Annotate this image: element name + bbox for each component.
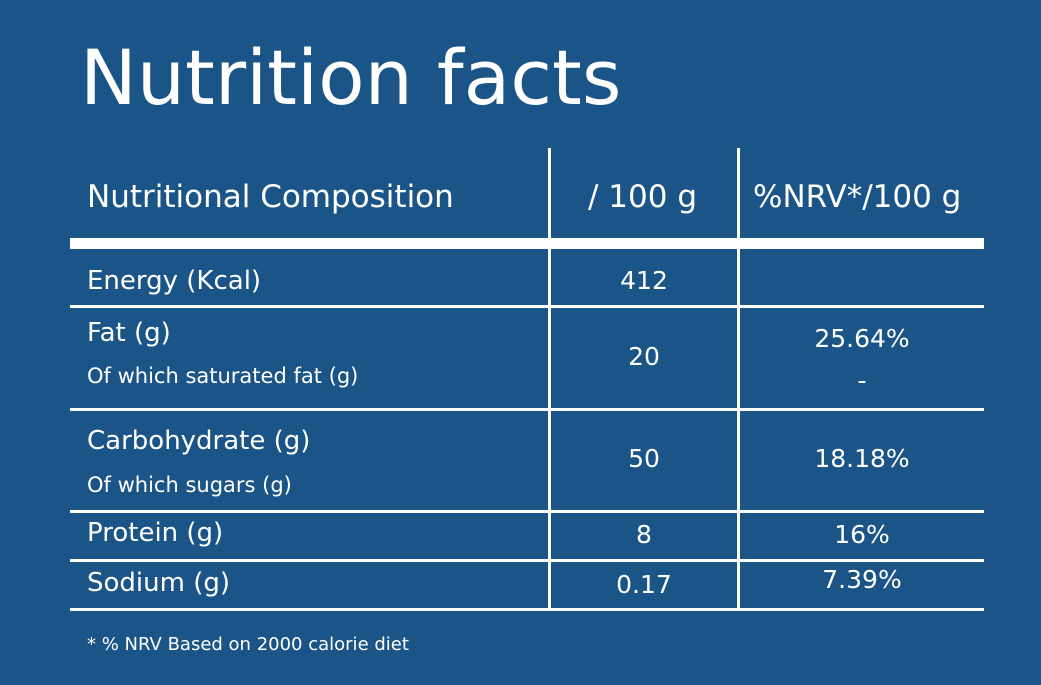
row-sublabel-carbohydrate: Of which sugars (g)	[87, 473, 292, 497]
row-nrv-protein: 16%	[834, 520, 890, 549]
row-divider	[70, 305, 984, 308]
header-nrv: %NRV*/100 g	[753, 179, 962, 215]
header-per-100g: / 100 g	[588, 179, 697, 215]
row-label-carbohydrate: Carbohydrate (g)	[87, 426, 311, 456]
row-sublabel-fat: Of which saturated fat (g)	[87, 364, 359, 388]
row-nrv-carbohydrate: 18.18%	[814, 444, 910, 473]
page-title: Nutrition facts	[80, 33, 622, 122]
row-label-fat: Fat (g)	[87, 318, 171, 348]
row-value-carbohydrate: 50	[628, 444, 660, 473]
row-label-sodium: Sodium (g)	[87, 568, 230, 598]
row-nrv-fat: 25.64%	[814, 324, 910, 353]
header-divider	[70, 238, 984, 249]
row-label-energy: Energy (Kcal)	[87, 266, 262, 296]
row-divider	[70, 408, 984, 411]
row-nrv-sodium: 7.39%	[822, 565, 902, 594]
header-composition: Nutritional Composition	[87, 179, 454, 215]
row-divider	[70, 510, 984, 513]
row-divider	[70, 559, 984, 562]
footnote: * % NRV Based on 2000 calorie diet	[87, 634, 409, 655]
row-nrv-saturated-fat: -	[857, 366, 867, 395]
row-divider	[70, 608, 984, 611]
row-value-energy: 412	[620, 266, 668, 295]
row-label-protein: Protein (g)	[87, 518, 224, 548]
column-divider	[737, 148, 740, 611]
row-value-protein: 8	[636, 520, 652, 549]
row-value-sodium: 0.17	[616, 570, 672, 599]
row-value-fat: 20	[628, 342, 660, 371]
column-divider	[548, 148, 551, 611]
